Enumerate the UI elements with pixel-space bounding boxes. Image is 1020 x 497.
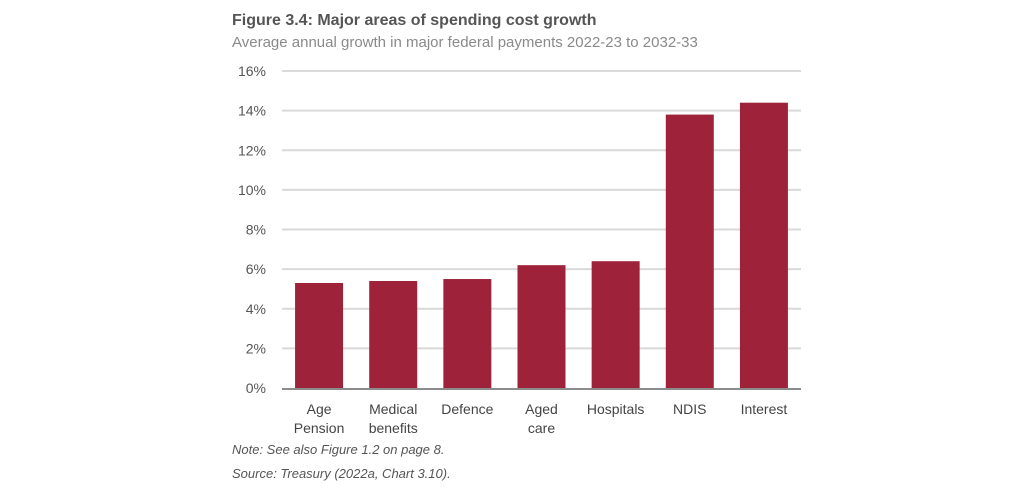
x-tick-label-line: benefits xyxy=(369,420,418,436)
x-tick-label-line: Pension xyxy=(294,420,345,436)
bar-aged-care xyxy=(517,265,566,388)
y-tick-label: 16% xyxy=(238,63,266,79)
x-tick-label-line: Defence xyxy=(441,401,493,417)
x-tick-label: Interest xyxy=(741,401,788,417)
x-tick-label: Aged care xyxy=(525,401,558,436)
bar-ndis xyxy=(665,114,714,389)
bars xyxy=(295,102,788,389)
x-tick-label-line: Hospitals xyxy=(587,401,645,417)
x-tick-label: Defence xyxy=(441,401,493,417)
x-tick-label-line: care xyxy=(528,420,555,436)
x-tick-label: Age Pension xyxy=(294,401,345,436)
gridlines xyxy=(282,70,801,350)
bar-interest xyxy=(739,102,788,388)
y-tick-label: 14% xyxy=(238,103,266,119)
x-axis: Age Pension Medical benefits Defence Aged care… xyxy=(282,388,801,436)
bar-hospitals xyxy=(591,261,640,388)
x-tick-label: Medical benefits xyxy=(369,401,418,436)
y-tick-label: 0% xyxy=(246,380,266,396)
x-tick-label: NDIS xyxy=(673,401,706,417)
x-tick-label-line: Interest xyxy=(741,401,788,417)
y-tick-label: 8% xyxy=(246,222,266,238)
bar-chart: 0% 2% 4% 6% 8% 10% 12% 14% 16% Age Pension Medical… xyxy=(238,63,801,436)
chart-source: Source: Treasury (2022a, Chart 3.10). xyxy=(232,466,451,481)
chart-note: Note: See also Figure 1.2 on page 8. xyxy=(232,442,445,457)
bar-age-pension xyxy=(295,282,344,388)
y-tick-label: 2% xyxy=(246,340,266,356)
x-tick-label-line: Age xyxy=(307,401,332,417)
y-tick-label: 10% xyxy=(238,182,266,198)
chart-subtitle: Average annual growth in major federal p… xyxy=(232,34,698,51)
y-tick-label: 6% xyxy=(246,261,266,277)
x-tick-label-line: Aged xyxy=(525,401,558,417)
x-tick-label-line: NDIS xyxy=(673,401,706,417)
y-tick-label: 4% xyxy=(246,301,266,317)
y-tick-label: 12% xyxy=(238,142,266,158)
y-axis: 0% 2% 4% 6% 8% 10% 12% 14% 16% xyxy=(238,63,266,396)
x-tick-label-line: Medical xyxy=(369,401,417,417)
chart-title: Figure 3.4: Major areas of spending cost… xyxy=(232,12,597,29)
bar-defence xyxy=(443,279,492,388)
x-tick-label: Hospitals xyxy=(587,401,645,417)
bar-medical-benefits xyxy=(369,281,418,388)
